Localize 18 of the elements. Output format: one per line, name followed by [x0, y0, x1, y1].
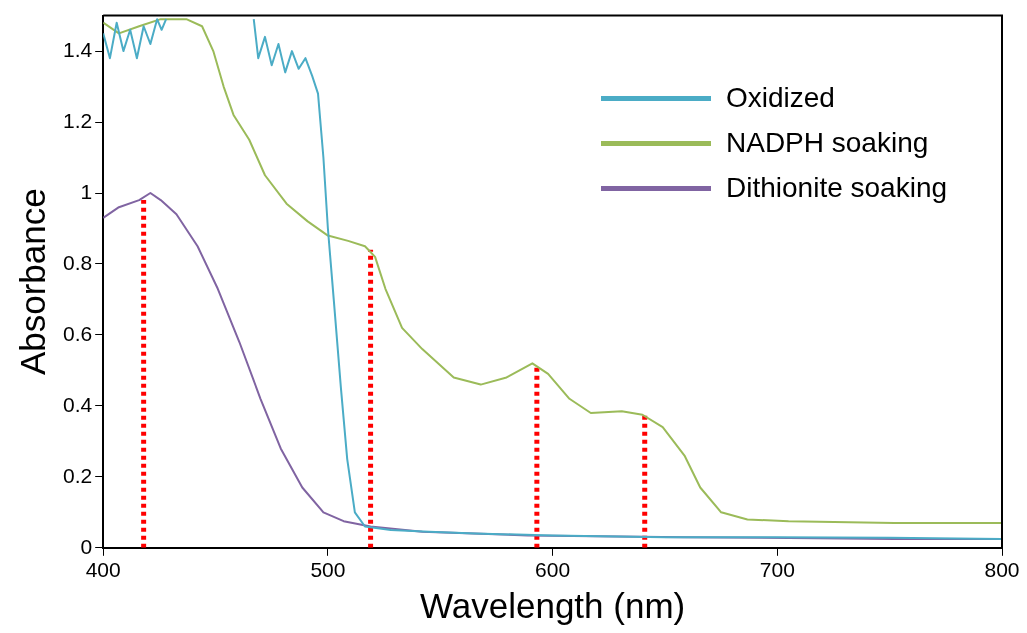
x-tick-label: 800 [984, 558, 1020, 582]
y-tick-label: 1.2 [62, 108, 93, 132]
y-tick-label: 1.4 [62, 37, 93, 61]
y-tick-label: 0.8 [62, 250, 93, 274]
x-tick-label: 500 [310, 558, 346, 582]
x-tick-label: 600 [535, 558, 571, 582]
y-axis-title: Absorbance [12, 188, 52, 376]
x-tick-label: 400 [85, 558, 121, 582]
legend-label: Oxidized [726, 82, 835, 115]
y-tick-label: 0.6 [62, 321, 93, 345]
y-tick-label: 0.4 [62, 392, 93, 416]
x-axis-title: Wavelength (nm) [420, 585, 686, 625]
y-tick-label: 1 [80, 179, 93, 203]
y-tick-label: 0 [80, 534, 93, 558]
y-tick-label: 0.2 [62, 463, 93, 487]
legend-label: Dithionite soaking [726, 172, 948, 205]
legend-label: NADPH soaking [726, 127, 929, 160]
x-tick-label: 700 [759, 558, 795, 582]
